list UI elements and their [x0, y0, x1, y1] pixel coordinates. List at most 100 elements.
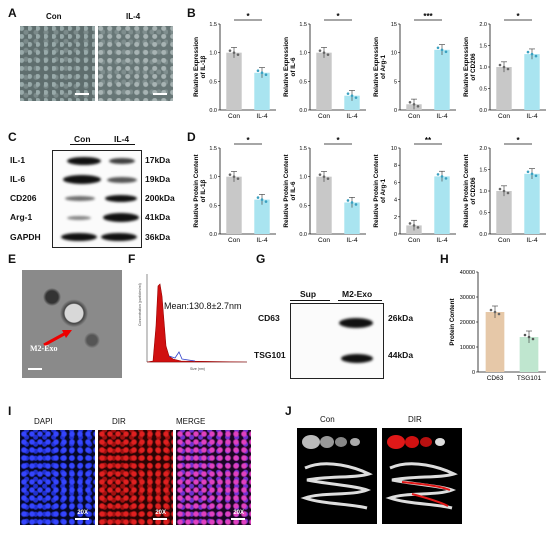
chart-ytick-label: 1.5 [479, 168, 487, 174]
chart-bar [344, 202, 360, 234]
chart-point [236, 177, 240, 180]
chart-point [534, 54, 538, 58]
chart-sig-label: * [336, 136, 340, 145]
fluor-dir-image: 20X [98, 430, 173, 525]
i-dir-label: DIR [112, 417, 126, 426]
wb-row-kda-4: 36kDa [145, 232, 171, 242]
panel-label-b: B [187, 6, 196, 20]
svg-text:Size (nm): Size (nm) [190, 367, 205, 371]
g-row-kda-0: 26kDa [388, 313, 414, 323]
chart-bar [496, 191, 512, 234]
chart-point [346, 92, 350, 95]
chart-ytick-label: 0.0 [479, 232, 487, 238]
chart-ytick-label: 0.0 [299, 108, 307, 114]
chart-ytick-label: 10000 [460, 345, 475, 351]
chart-bar [344, 95, 360, 110]
chart-ytick-label: 30000 [460, 295, 475, 301]
chart-point [412, 224, 416, 227]
chart-point [322, 175, 326, 178]
chart-point [498, 63, 502, 67]
chart-bar [254, 72, 270, 110]
chart-point [530, 172, 534, 176]
chart-ytick-label: 0.5 [209, 79, 217, 85]
wb-row-name-2: CD206 [10, 193, 37, 203]
chart-point [489, 308, 493, 312]
chart-ytick-label: 1.5 [209, 146, 217, 152]
chart-point [350, 94, 354, 97]
chart-ytick-label: 0.5 [479, 87, 487, 93]
chart-xtick-label: Con [228, 237, 240, 244]
chart-point [498, 187, 502, 191]
chart-point [436, 173, 440, 176]
chart-xtick-label: Con [498, 237, 510, 244]
chart-xtick-label: TSG101 [517, 375, 542, 382]
chart-point [232, 175, 236, 178]
chart-bar [519, 337, 539, 372]
panel-label-d: D [187, 130, 196, 144]
chart-sig-label: * [516, 136, 520, 145]
panel-b-charts: Relative Expressionof IL-1β 0.0 0.5 1.0 1.5 C… [193, 12, 546, 120]
chart-bar [524, 173, 540, 234]
g-row-name-0: CD63 [258, 313, 280, 323]
chart-bar [316, 52, 332, 110]
fluor-dapi-image: 20X [20, 430, 95, 525]
chart-bar [434, 49, 450, 110]
western-blot-g [290, 303, 384, 379]
chart-point [416, 104, 420, 108]
chart-ylabel: Relative Protein Contentof CD206 [463, 154, 477, 228]
chart-ytick-label: 2 [394, 215, 397, 221]
tem-m2exo-label: M2-Exo [30, 344, 58, 353]
chart-point [354, 96, 358, 99]
chart-ytick-label: 2.0 [479, 22, 487, 28]
chart-xtick-label: IL-4 [436, 113, 448, 120]
organ-dir-image [382, 428, 462, 524]
chart-point [264, 73, 268, 77]
chart-point [318, 173, 322, 176]
chart-bar [496, 67, 512, 110]
fluor-merge-image: 20X [176, 430, 251, 525]
chart-bar [226, 52, 242, 110]
chart-ytick-label: 40000 [460, 270, 475, 276]
microscopy-con-image [20, 26, 95, 101]
chart-point [408, 100, 412, 104]
chart-point [526, 170, 530, 174]
chart-point [526, 50, 530, 54]
chart-ytick-label: 10 [391, 51, 397, 57]
chart-point [256, 196, 260, 199]
chart-ylabel: Protein Content [449, 297, 456, 345]
panel-label-j: J [285, 404, 292, 418]
chart-ylabel: Relative Protein Contentof IL-6 [283, 154, 297, 228]
chart-xtick-label: IL-4 [256, 113, 268, 120]
chart-ytick-label: 4 [394, 198, 397, 204]
chart-point [228, 49, 232, 52]
chart-xtick-label: IL-4 [346, 113, 358, 120]
chart-ylabel: Relative Expressionof IL-6 [283, 37, 297, 97]
chart-point [232, 51, 236, 54]
panel-label-h: H [440, 252, 449, 266]
wb-row-kda-1: 19kDa [145, 174, 171, 184]
chart-ytick-label: 0.5 [479, 211, 487, 217]
chart-group: Relative Expressionof IL-6 0.0 0.5 1.0 1.5 Co… [283, 12, 366, 120]
chart-xtick-label: IL-4 [256, 237, 268, 244]
chart-ylabel: Relative Expressionof IL-1β [193, 37, 207, 97]
microscopy-il4-image [98, 26, 173, 101]
chart-ytick-label: 10 [391, 146, 397, 152]
chart-point [444, 177, 448, 180]
g-sup-label: Sup [300, 289, 317, 299]
western-blot-c [52, 150, 142, 248]
chart-point [322, 51, 326, 54]
chart-point [523, 333, 527, 337]
chart-group: Relative Expressionof CD206 0.0 0.5 1.0 1.5 2… [463, 12, 546, 120]
chart-bar [524, 54, 540, 110]
chart-ytick-label: 1.5 [299, 146, 307, 152]
chart-ytick-label: 0 [472, 370, 475, 376]
panel-d-charts: Relative Protein Contentof IL-1β 0.0 0.5 1.… [193, 136, 546, 244]
chart-bar [434, 176, 450, 234]
chart-ytick-label: 6 [394, 180, 397, 186]
chart-point [506, 67, 510, 71]
chart-ytick-label: 1.0 [209, 51, 217, 57]
chart-point [412, 102, 416, 106]
chart-ytick-label: 1.5 [209, 22, 217, 28]
chart-sig-label: * [336, 12, 340, 21]
chart-ylabel: Relative Protein Contentof IL-1β [193, 154, 207, 228]
